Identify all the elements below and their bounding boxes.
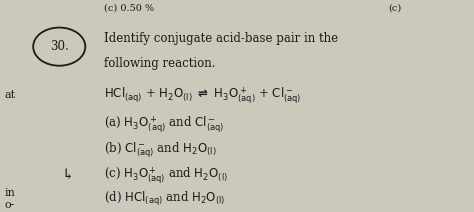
Text: ↳: ↳ — [62, 169, 74, 183]
Text: (d) $\mathrm{HCl_{(aq)}}$ and $\mathrm{H_2O_{(l)}}$: (d) $\mathrm{HCl_{(aq)}}$ and $\mathrm{H… — [104, 190, 226, 208]
Text: (c): (c) — [389, 4, 402, 13]
Text: following reaction.: following reaction. — [104, 57, 216, 70]
Text: Identify conjugate acid-base pair in the: Identify conjugate acid-base pair in the — [104, 32, 338, 45]
Text: at: at — [5, 90, 16, 100]
Text: (a) $\mathrm{H_3O^+_{(aq)}}$ and $\mathrm{Cl^-_{(aq)}}$: (a) $\mathrm{H_3O^+_{(aq)}}$ and $\mathr… — [104, 115, 224, 135]
Text: o-: o- — [5, 200, 15, 210]
Text: 30.: 30. — [50, 40, 69, 53]
Text: in: in — [5, 188, 16, 198]
Text: (c) $\mathrm{H_3O^+_{(aq)}}$ and $\mathrm{H_2O_{(l)}}$: (c) $\mathrm{H_3O^+_{(aq)}}$ and $\mathr… — [104, 166, 228, 186]
Text: (c) 0.50 %: (c) 0.50 % — [104, 4, 155, 13]
Text: $\mathrm{HCl_{(aq)}}$ + $\mathrm{H_2O_{(l)}}$ $\mathbf{\rightleftharpoons}$ $\ma: $\mathrm{HCl_{(aq)}}$ + $\mathrm{H_2O_{(… — [104, 85, 302, 106]
Text: (b) $\mathrm{Cl^-_{(aq)}}$ and $\mathrm{H_2O_{(l)}}$: (b) $\mathrm{Cl^-_{(aq)}}$ and $\mathrm{… — [104, 141, 217, 160]
